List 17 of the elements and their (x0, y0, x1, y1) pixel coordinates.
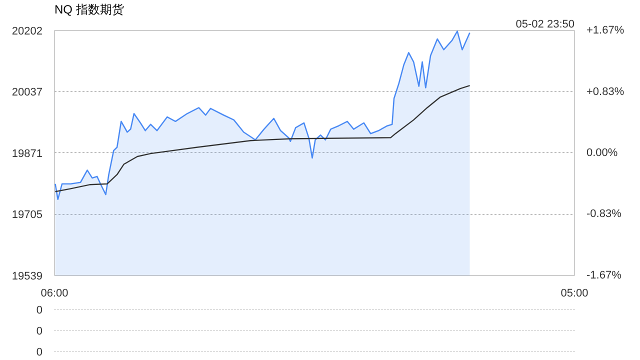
y2-tick-label: +1.67% (586, 24, 624, 36)
y2-tick-label: +0.83% (586, 86, 624, 98)
x-tick-label: 05:00 (560, 288, 588, 300)
text: 0 (36, 326, 43, 338)
chart-title: NQ 指数期货 (54, 2, 124, 16)
chart-subtitle: 05-02 23:50 (516, 18, 574, 30)
text: 0 (36, 346, 43, 358)
y-tick-label: 19871 (12, 148, 43, 160)
y-tick-label: 19539 (12, 270, 43, 282)
y2-tick-label: -0.83% (586, 208, 622, 220)
y-tick-label: 20037 (12, 86, 43, 98)
x-tick-label: 06:00 (40, 288, 68, 300)
y-tick-label: 19705 (12, 209, 43, 222)
y2-tick-label: 0.00% (586, 147, 618, 159)
text: 0 (36, 304, 43, 317)
y-tick-label: 20202 (12, 26, 43, 38)
y2-tick-label: -1.67% (586, 270, 622, 282)
